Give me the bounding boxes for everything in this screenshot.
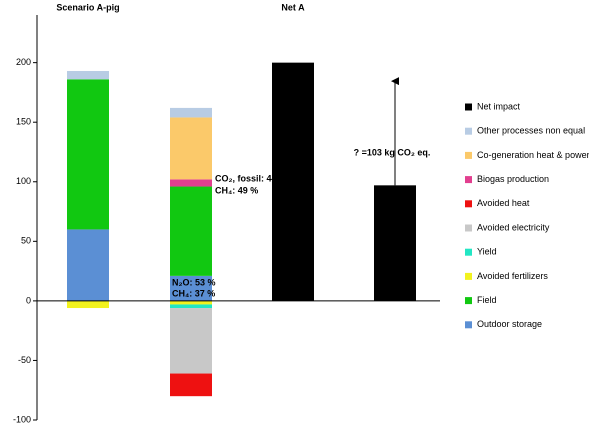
legend-swatch <box>465 127 472 135</box>
legend-label: Avoided electricity <box>477 222 550 232</box>
y-tick-label: 200 <box>16 57 31 67</box>
bar-segment <box>170 117 212 180</box>
legend-swatch <box>465 224 472 232</box>
legend-swatch <box>465 321 472 329</box>
bar-segment <box>170 304 212 309</box>
bar-segment <box>374 185 416 301</box>
annotation: CH₄: 37 % <box>172 288 215 298</box>
category-label: Scenario A-pig <box>56 2 119 12</box>
y-tick-label: 100 <box>16 176 31 186</box>
annotation: CO₂, fossil: 44 % <box>215 173 287 183</box>
y-tick-label: 50 <box>21 236 31 246</box>
legend-label: Outdoor storage <box>477 319 542 329</box>
legend-label: Other processes non equal <box>477 126 585 136</box>
bar-segment <box>170 179 212 187</box>
annotation: ? =103 kg CO₂ eq. <box>354 147 431 157</box>
legend-label: Biogas production <box>477 174 549 184</box>
legend-label: Co-generation heat & power <box>477 150 589 160</box>
bar-segment <box>272 62 314 301</box>
bar-segment <box>170 308 212 374</box>
y-tick-label: -50 <box>18 355 31 365</box>
legend-swatch <box>465 151 472 159</box>
legend-swatch <box>465 248 472 256</box>
bar-segment <box>67 79 109 230</box>
legend-swatch <box>465 200 472 208</box>
annotation: CH₄: 49 % <box>215 185 258 195</box>
bar-segment <box>170 275 212 301</box>
legend-label: Yield <box>477 247 497 257</box>
legend-label: Net impact <box>477 101 521 111</box>
bar-segment <box>170 373 212 397</box>
y-tick-label: 0 <box>26 295 31 305</box>
legend-swatch <box>465 272 472 280</box>
bar-segment <box>170 107 212 118</box>
legend-swatch <box>465 103 472 111</box>
y-tick-label: 150 <box>16 117 31 127</box>
bar-segment <box>67 300 109 309</box>
annotation: N₂O: 53 % <box>172 277 216 287</box>
bar-segment <box>170 300 212 305</box>
category-label: Net A <box>281 2 305 12</box>
legend-label: Avoided fertilizers <box>477 271 548 281</box>
legend-swatch <box>465 176 472 184</box>
bar-segment <box>67 70 109 80</box>
bar-segment <box>67 229 109 301</box>
legend-swatch <box>465 297 472 305</box>
legend-label: Field <box>477 295 497 305</box>
legend-label: Avoided heat <box>477 198 530 208</box>
y-tick-label: -100 <box>13 414 31 424</box>
bar-segment <box>170 186 212 276</box>
